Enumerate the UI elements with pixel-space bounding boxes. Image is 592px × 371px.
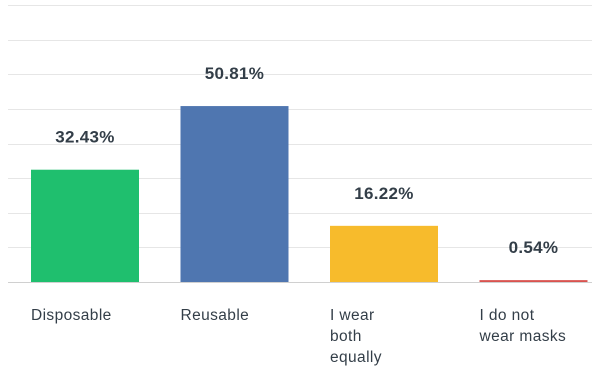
category-label: I wear — [330, 307, 375, 324]
category-labels: Disposable Reusable I wear both equally I do … — [31, 307, 566, 366]
bar-value-label: 0.54% — [509, 238, 559, 257]
bar-value-label: 32.43% — [55, 128, 114, 147]
bar-value-label: 50.81% — [205, 64, 264, 83]
bar-value-label: 16.22% — [354, 184, 413, 203]
category-label: Reusable — [181, 307, 250, 324]
value-labels: 32.43% 50.81% 16.22% 0.54% — [55, 64, 558, 257]
category-label: I do not — [480, 307, 535, 324]
bar — [330, 225, 438, 282]
category-label: both — [330, 328, 362, 345]
bar — [31, 169, 139, 282]
bar — [479, 280, 588, 282]
category-label: Disposable — [31, 307, 112, 324]
bar — [180, 106, 289, 282]
bars — [31, 106, 588, 282]
category-label: equally — [330, 349, 382, 366]
category-label: wear masks — [479, 328, 567, 345]
